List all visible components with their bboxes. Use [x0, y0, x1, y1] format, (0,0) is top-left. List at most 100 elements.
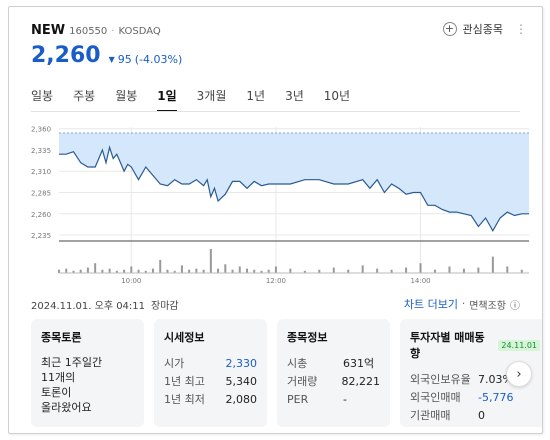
- tab-5[interactable]: 1년: [246, 89, 266, 103]
- volume-bar: [267, 269, 270, 273]
- favorite-label: 관심종목: [462, 23, 503, 36]
- tab-0[interactable]: 일봉: [31, 89, 54, 103]
- row-value: 82,221: [341, 375, 381, 388]
- row-value: 5,340: [225, 375, 258, 388]
- tab-1[interactable]: 주봉: [73, 89, 96, 103]
- volume-bar: [224, 264, 227, 273]
- investor-title: 투자자별 매매동향 24.11.01: [410, 329, 540, 361]
- volume-bar: [202, 269, 205, 273]
- y-tick-label: 2,335: [31, 147, 51, 155]
- row-value: 631억: [343, 357, 375, 370]
- row-key: PER: [287, 393, 309, 406]
- volume-bar: [144, 270, 147, 273]
- volume-bar: [195, 268, 198, 273]
- tab-2[interactable]: 월봉: [115, 89, 138, 103]
- row-key: 거래량: [287, 375, 318, 388]
- stock-code: 160550: [69, 26, 108, 37]
- market-status: 장마감: [151, 301, 179, 312]
- discussion-line: 최근 1주일간: [41, 356, 103, 369]
- volume-bar: [477, 267, 480, 273]
- volume-bar: [94, 263, 97, 273]
- volume-bar: [361, 265, 364, 273]
- tab-6[interactable]: 3년: [285, 89, 304, 103]
- volume-bar: [405, 267, 408, 273]
- investor-row: 외국인매매 -5,776: [410, 389, 540, 407]
- volume-bar: [58, 269, 60, 273]
- tab-4[interactable]: 3개월: [196, 89, 227, 103]
- y-tick-label: 2,260: [31, 211, 51, 219]
- favorite-button[interactable]: + 관심종목 ⋮: [442, 21, 527, 37]
- volume-bar: [152, 268, 154, 273]
- row-value: 0: [478, 409, 485, 422]
- x-tick-label: 14:00: [410, 277, 430, 285]
- volume-bar: [390, 269, 393, 273]
- stock-info-card[interactable]: 종목정보 시총 631억 거래량 82,221 PER -: [277, 319, 390, 427]
- date-badge: 24.11.01: [498, 339, 540, 351]
- chevron-right-icon[interactable]: ›: [506, 361, 532, 387]
- market-info-row: 1년 최저 2,080: [164, 391, 257, 409]
- code-separator: ·: [111, 26, 115, 37]
- plus-icon: +: [442, 22, 457, 36]
- volume-bar: [180, 265, 183, 273]
- market-info-row: 1년 최고 5,340: [164, 373, 257, 391]
- investor-row: 기관매매 0: [410, 407, 540, 425]
- volume-bar: [506, 266, 509, 273]
- row-key: 1년 최저: [164, 393, 205, 406]
- row-value: -5,776: [478, 391, 514, 404]
- volume-bar: [173, 270, 176, 273]
- info-icon[interactable]: ⓘ: [510, 300, 520, 312]
- volume-bar: [108, 268, 111, 273]
- disclaimer-link[interactable]: 면책조항: [469, 300, 506, 312]
- discussion-text: 최근 1주일간 11개의 토론이 올라왔어요: [41, 355, 134, 415]
- date-text: 2024.11.01. 오후 04:11: [31, 301, 146, 312]
- x-tick-label: 10:00: [121, 277, 141, 285]
- row-value: 2,080: [225, 393, 258, 406]
- more-icon[interactable]: ⋮: [515, 22, 527, 36]
- volume-bar: [274, 266, 277, 273]
- volume-bar: [448, 266, 451, 273]
- volume-bar: [65, 268, 68, 273]
- stock-header: NEW 160550 · KOSDAQ: [31, 23, 161, 38]
- row-key: 기관매매: [410, 409, 451, 422]
- volume-bar: [72, 270, 75, 273]
- discussion-line: 토론이: [41, 386, 72, 399]
- y-tick-label: 2,310: [31, 168, 51, 176]
- stock-info-row: 거래량 82,221: [287, 373, 380, 391]
- period-tabs: 일봉 주봉 월봉 1일 3개월 1년 3년 10년: [31, 87, 370, 112]
- discussion-line: 11개의: [41, 371, 76, 384]
- chart-links: 차트 더보기 · 면책조항 ⓘ: [404, 296, 520, 312]
- volume-bar: [332, 267, 335, 273]
- volume-bar: [318, 269, 321, 273]
- volume-bar: [376, 268, 379, 273]
- stock-info-row: 시총 631억: [287, 355, 380, 373]
- volume-bar: [347, 269, 350, 273]
- tabs-divider: [31, 111, 520, 112]
- tab-7[interactable]: 10년: [323, 89, 351, 103]
- discussion-title: 종목토론: [41, 331, 82, 344]
- chart-more-link[interactable]: 차트 더보기: [403, 298, 458, 311]
- discussion-card[interactable]: 종목토론 최근 1주일간 11개의 토론이 올라왔어요: [31, 319, 144, 427]
- change-amount: 95: [117, 53, 132, 66]
- row-key: 외국인매매: [410, 391, 461, 404]
- down-arrow-icon: ▼: [108, 55, 115, 64]
- market-info-card[interactable]: 시세정보 시가 2,330 1년 최고 5,340 1년 최저 2,080: [154, 319, 267, 427]
- volume-bar: [115, 270, 118, 273]
- price-area: [59, 132, 529, 231]
- price-chart[interactable]: 2,360 2,335 2,310 2,285 2,260 2,235 10:00 12:00…: [31, 121, 531, 291]
- volume-bar: [217, 268, 220, 273]
- volume-bar: [289, 268, 292, 273]
- volume-bar: [434, 269, 436, 273]
- market-info-title: 시세정보: [164, 331, 205, 344]
- price-row: 2,260 ▼ 95 (-4.03%): [31, 43, 182, 68]
- tab-3[interactable]: 1일: [157, 87, 177, 112]
- row-value: -: [343, 393, 347, 406]
- change-percent: (-4.03%): [134, 53, 183, 66]
- row-key: 시총: [287, 357, 308, 370]
- stock-name[interactable]: NEW: [31, 23, 66, 38]
- volume-bar: [123, 269, 126, 273]
- volume-bar: [260, 270, 263, 273]
- price-line: [59, 145, 529, 233]
- link-separator: ·: [462, 298, 466, 310]
- y-tick-label: 2,235: [31, 232, 51, 240]
- volume-bar: [209, 249, 212, 273]
